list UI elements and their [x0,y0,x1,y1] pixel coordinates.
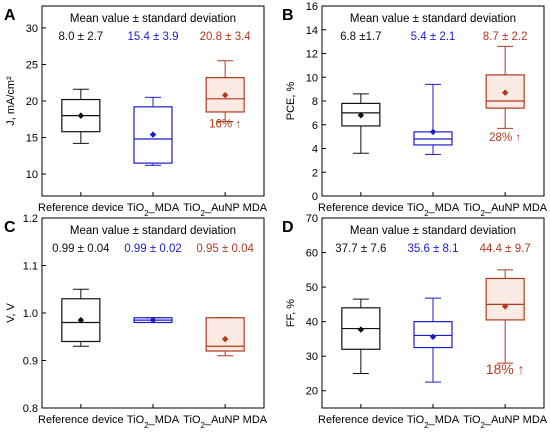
mean-sd-header-c: Mean value ± standard deviation [70,225,236,237]
box-c-0 [61,298,101,343]
y-tick-label-d-0: 20 [306,386,318,398]
y-tick-label-a-0: 10 [26,169,38,181]
stat-text-a-1: 15.4 ± 3.9 [127,31,178,43]
box-b-0 [341,102,381,127]
box-d-2 [485,277,525,321]
panel-label-a: A [4,7,16,24]
category-label-b-1: TiO2_MDA [407,202,460,218]
mean-marker-d-2 [501,303,509,310]
mean-sd-header-b: Mean value ± standard deviation [350,13,516,25]
y-tick-label-c-1: 0.9 [23,356,38,368]
box-a-1 [133,106,173,164]
category-label-c-0: Reference device [38,414,124,426]
y-tick-label-b-5: 10 [306,72,318,84]
category-label-d-0: Reference device [318,414,404,426]
mean-marker-a-2 [221,91,229,99]
y-tick-label-b-4: 8 [312,96,318,108]
y-tick-label-d-3: 50 [306,282,318,294]
y-tick-label-a-4: 30 [26,23,38,35]
y-tick-label-a-1: 15 [26,133,38,145]
stat-text-d-2: 44.4 ± 9.7 [480,243,531,255]
mean-marker-b-1 [429,128,437,136]
stat-text-c-1: 0.99 ± 0.02 [124,243,181,255]
y-axis-label-b: PCE, % [285,82,297,121]
mean-marker-a-0 [77,112,85,119]
stat-text-c-0: 0.99 ± 0.04 [52,243,110,255]
box-c-2 [205,317,245,352]
y-tick-label-d-2: 40 [306,317,318,329]
category-label-a-0: Reference device [38,202,124,214]
y-tick-label-a-3: 25 [26,59,38,71]
stat-text-d-0: 37.7 ± 7.6 [335,243,386,255]
y-tick-label-b-0: 0 [312,191,318,203]
category-label-a-1: TiO2_MDA [127,202,180,218]
y-axis-label-a: J, mA/cm² [5,76,17,126]
category-label-d-1: TiO2_MDA [407,414,460,428]
stat-text-b-2: 8.7 ± 2.2 [483,31,528,43]
category-label-c-2: TiO2_AuNP MDA [183,414,268,428]
y-tick-label-b-1: 2 [312,167,318,179]
improvement-annotation-d: 18% ↑ [486,361,525,377]
stat-text-c-2: 0.95 ± 0.04 [196,243,254,255]
panel-label-b: B [282,7,294,24]
category-label-d-2: TiO2_AuNP MDA [463,414,548,428]
improvement-annotation-b: 28% ↑ [489,132,521,144]
y-axis-label-c: V, V [5,302,17,322]
y-tick-label-b-8: 16 [306,1,318,13]
mean-marker-d-0 [357,326,365,333]
category-label-b-2: TiO2_AuNP MDA [463,202,548,218]
panel-label-d: D [282,219,294,236]
improvement-annotation-a: 16% ↑ [209,119,241,131]
y-axis-label-d: FF, % [285,299,297,327]
category-label-b-0: Reference device [318,202,404,214]
stat-text-a-2: 20.8 ± 3.4 [200,31,252,43]
y-tick-label-c-2: 1.0 [23,308,38,320]
mean-marker-c-0 [77,316,85,324]
mean-sd-header-d: Mean value ± standard deviation [350,225,516,237]
y-tick-label-c-4: 1.2 [23,213,38,225]
category-label-a-2: TiO2_AuNP MDA [183,202,268,218]
y-tick-label-d-1: 30 [306,351,318,363]
y-tick-label-a-2: 20 [26,96,38,108]
stat-text-d-1: 35.6 ± 8.1 [407,243,458,255]
mean-marker-b-0 [357,112,365,119]
box-d-1 [413,321,453,349]
stat-text-b-0: 6.8 ±1.7 [340,31,381,43]
stat-text-b-1: 5.4 ± 2.1 [411,31,456,43]
mean-marker-b-2 [501,89,509,96]
mean-marker-d-1 [429,333,437,341]
mean-marker-c-2 [221,335,229,343]
y-tick-label-d-5: 70 [306,213,318,225]
y-tick-label-c-0: 0.8 [23,403,38,415]
y-tick-label-d-4: 60 [306,248,318,260]
y-tick-label-c-3: 1.1 [23,261,38,273]
mean-sd-header-a: Mean value ± standard deviation [70,13,236,25]
category-label-c-1: TiO2_MDA [127,414,180,428]
panel-label-c: C [4,219,16,236]
mean-marker-c-1 [149,316,157,324]
y-tick-label-b-3: 6 [312,120,318,132]
mean-marker-a-1 [149,131,157,138]
y-tick-label-b-7: 14 [306,25,318,37]
stat-text-a-0: 8.0 ± 2.7 [59,31,104,43]
y-tick-label-b-2: 4 [312,144,318,156]
y-tick-label-b-6: 12 [306,49,318,61]
